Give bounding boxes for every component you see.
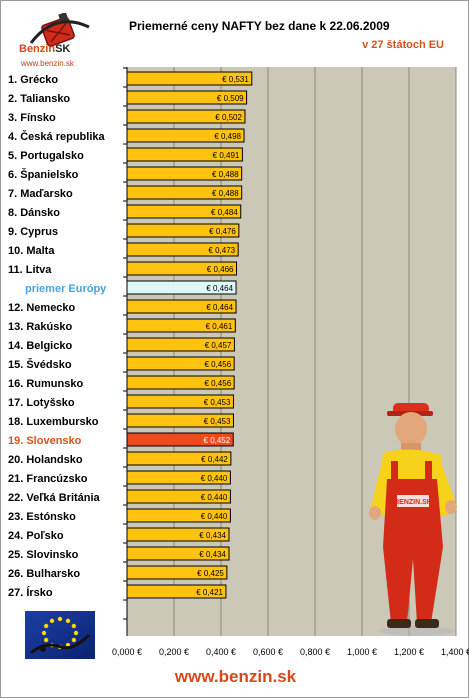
- eu-star: [65, 618, 71, 624]
- bar-value-label: € 0,466: [207, 265, 234, 274]
- category-label: 12. Nemecko: [8, 302, 76, 314]
- bar-value-label: € 0,421: [196, 588, 223, 597]
- logo-sk: SK: [55, 43, 71, 55]
- bar-value-label: € 0,464: [206, 303, 233, 312]
- category-label: 11. Litva: [8, 264, 52, 276]
- benzin-logo[interactable]: BenzinSK www.benzin.sk: [11, 11, 101, 69]
- footer-url[interactable]: www.benzin.sk: [174, 667, 297, 686]
- category-label: 3. Fínsko: [8, 112, 56, 124]
- category-label: 21. Francúzsko: [8, 473, 88, 485]
- eu-star: [43, 637, 49, 643]
- category-label: 23. Estónsko: [8, 511, 76, 523]
- x-axis: 0,000 € 0,200 € 0,400 € 0,600 € 0,800 € 1,000…: [112, 67, 469, 657]
- x-tick-label: 0,400 €: [206, 647, 236, 657]
- category-label: 8. Dánsko: [8, 207, 60, 219]
- bar-value-label: € 0,453: [204, 417, 231, 426]
- bar-value-label: € 0,456: [204, 379, 231, 388]
- bar-value-label: € 0,502: [215, 113, 242, 122]
- category-label: 27. Írsko: [8, 586, 53, 599]
- bar-value-label: € 0,440: [201, 512, 228, 521]
- category-label: 1. Grécko: [8, 74, 58, 86]
- bar-value-label: € 0,476: [209, 227, 236, 236]
- mascot-shirt-text: BENZIN.SK: [394, 499, 432, 506]
- category-label: 26. Bulharsko: [8, 568, 80, 580]
- eu-star: [73, 630, 79, 636]
- x-tick-label: 0,800 €: [300, 647, 330, 657]
- bar-value-label: € 0,498: [214, 132, 241, 141]
- bars: € 0,531 € 0,509 € 0,502 € 0,498 € 0,491 € 0,4…: [126, 71, 253, 599]
- bar-value-label: € 0,452: [204, 436, 231, 445]
- bar-value-label: € 0,484: [211, 208, 238, 217]
- x-tick-label: 0,000 €: [112, 647, 142, 657]
- x-tick-label: 1,200 €: [394, 647, 424, 657]
- bar-value-label: € 0,491: [213, 151, 240, 160]
- category-label: 2. Taliansko: [8, 93, 70, 105]
- category-label: 19. Slovensko: [8, 435, 82, 447]
- category-labels: 1. Grécko 2. Taliansko 3. Fínsko 4. Česká r…: [8, 74, 107, 599]
- category-label: 17. Lotyšsko: [8, 397, 75, 409]
- bar-value-label: € 0,488: [212, 170, 239, 179]
- category-label: 15. Švédsko: [8, 358, 72, 371]
- category-label: 16. Rumunsko: [8, 378, 83, 390]
- bar-value-label: € 0,425: [197, 569, 224, 578]
- category-label: 9. Cyprus: [8, 226, 58, 238]
- bar-value-label: € 0,509: [217, 94, 244, 103]
- bar-value-label: € 0,473: [208, 246, 235, 255]
- bar-value-label: € 0,461: [206, 322, 233, 331]
- category-label: 5. Portugalsko: [8, 150, 84, 162]
- eu-star: [57, 616, 63, 622]
- bar-value-label: € 0,440: [201, 493, 228, 502]
- category-label: 7. Maďarsko: [8, 188, 73, 200]
- fuel-can-icon: [29, 11, 90, 47]
- bar-value-label: € 0,440: [201, 474, 228, 483]
- eu-star: [43, 623, 49, 629]
- x-tick-label: 1,400 €: [441, 647, 469, 657]
- bar-value-label: € 0,434: [199, 531, 226, 540]
- chart-title: Priemerné ceny NAFTY bez dane k 22.06.20…: [129, 19, 390, 33]
- bar-value-label: € 0,434: [199, 550, 226, 559]
- category-label: 20. Holandsko: [8, 454, 83, 466]
- category-label: 13. Rakúsko: [8, 321, 72, 333]
- bar-value-label: € 0,453: [204, 398, 231, 407]
- category-label: 22. Veľká Británia: [8, 492, 101, 504]
- category-label: 25. Slovinsko: [8, 549, 79, 561]
- category-label: 18. Luxembursko: [8, 416, 99, 428]
- logo-wordmark: BenzinSK: [19, 43, 71, 55]
- x-tick-label: 0,200 €: [159, 647, 189, 657]
- eu-flag-icon: [25, 611, 95, 659]
- eu-star: [49, 618, 55, 624]
- eu-star: [71, 623, 77, 629]
- mechanic-mascot-icon: BENZIN.SK: [369, 403, 457, 636]
- eu-star: [41, 630, 47, 636]
- bar-value-label: € 0,464: [206, 284, 233, 293]
- category-label: 24. Poľsko: [8, 530, 64, 542]
- x-tick-label: 1,000 €: [347, 647, 377, 657]
- chart-subtitle: v 27 štátoch EU: [362, 39, 444, 51]
- category-label: 10. Malta: [8, 245, 55, 257]
- bar-value-label: € 0,456: [204, 360, 231, 369]
- logo-url: www.benzin.sk: [21, 59, 74, 68]
- category-label: 6. Španielsko: [8, 168, 79, 181]
- bar-value-label: € 0,488: [212, 189, 239, 198]
- eu-star: [71, 637, 77, 643]
- category-label: 14. Belgicko: [8, 340, 72, 352]
- category-label: priemer Európy: [25, 283, 107, 295]
- category-label: 4. Česká republika: [8, 130, 105, 143]
- bar-value-label: € 0,442: [201, 455, 228, 464]
- x-tick-label: 0,600 €: [253, 647, 283, 657]
- bar-value-label: € 0,531: [222, 75, 249, 84]
- bar-value-label: € 0,457: [205, 341, 232, 350]
